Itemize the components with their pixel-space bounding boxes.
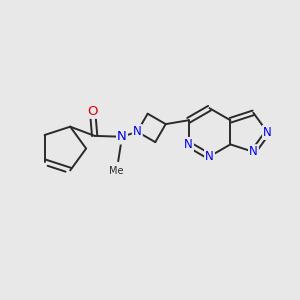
Text: N: N — [184, 138, 193, 151]
Text: N: N — [133, 125, 142, 138]
Text: O: O — [87, 105, 98, 118]
Text: N: N — [117, 130, 127, 143]
Text: N: N — [263, 126, 272, 139]
Text: N: N — [133, 125, 142, 138]
Text: N: N — [117, 130, 127, 143]
Text: O: O — [87, 105, 98, 118]
Text: N: N — [249, 146, 258, 158]
Text: N: N — [205, 150, 214, 163]
Text: N: N — [184, 138, 193, 151]
Text: N: N — [263, 126, 272, 139]
Text: N: N — [205, 150, 214, 163]
Text: Me: Me — [110, 167, 124, 176]
Text: N: N — [249, 146, 258, 158]
